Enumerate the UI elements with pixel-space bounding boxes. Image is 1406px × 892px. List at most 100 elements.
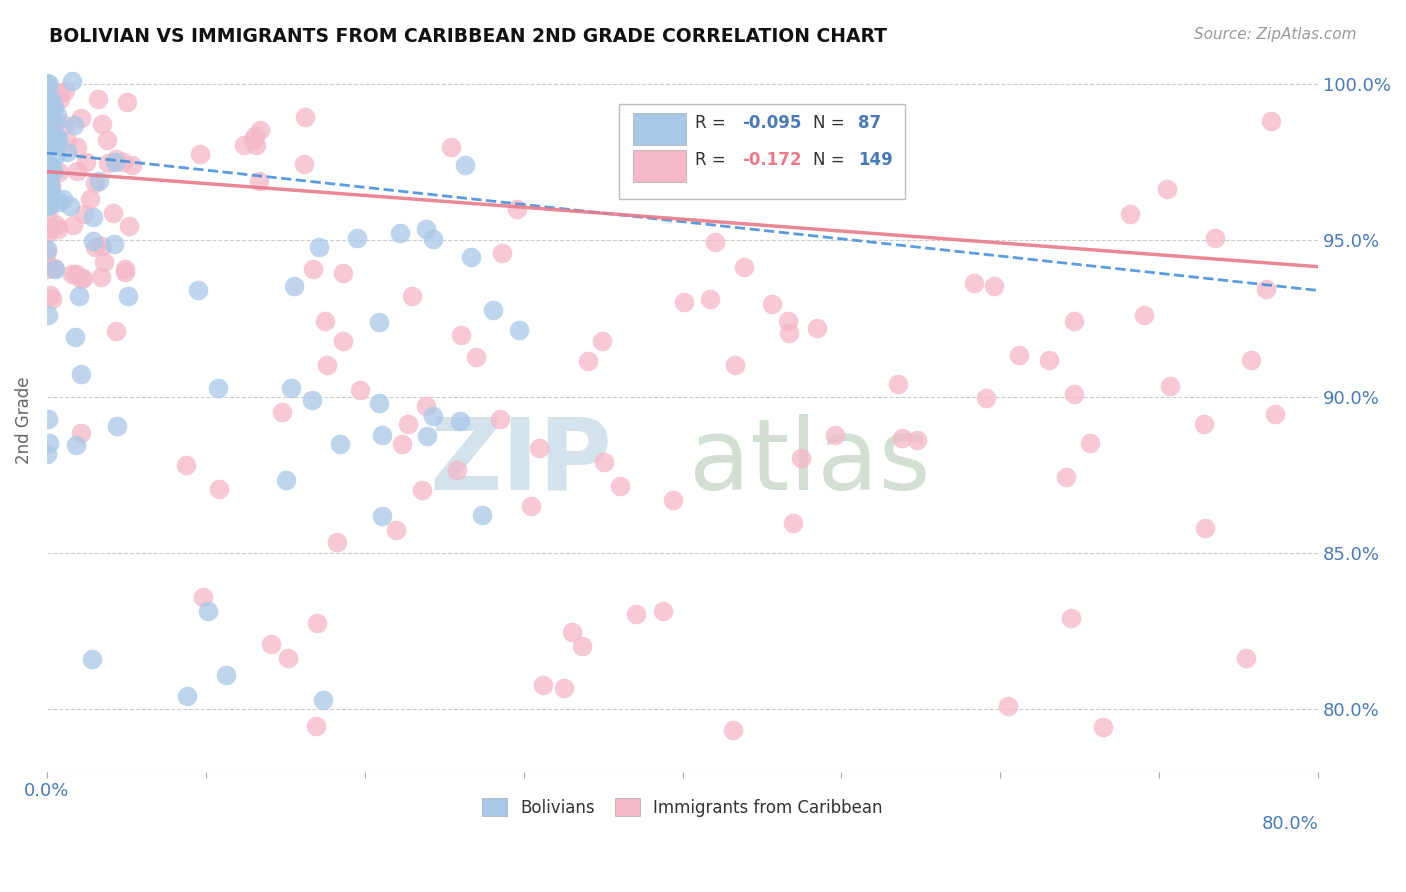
- Point: [84, 240, 107, 254]
- Point: [389, 226, 412, 240]
- Point: [39, 186, 62, 200]
- Point: [531, 678, 554, 692]
- Point: [80, 652, 103, 666]
- Point: [48, 195, 70, 210]
- Point: [37, 76, 59, 90]
- Point: [39, 125, 62, 139]
- Y-axis label: 2nd Grade: 2nd Grade: [15, 376, 32, 464]
- Point: [733, 260, 755, 275]
- Point: [450, 328, 472, 343]
- Point: [294, 110, 316, 124]
- Point: [662, 492, 685, 507]
- Point: [1204, 231, 1226, 245]
- Point: [176, 458, 198, 473]
- Point: [1234, 651, 1257, 665]
- Point: [778, 326, 800, 341]
- Point: [346, 231, 368, 245]
- Point: [91, 116, 114, 130]
- Point: [39, 288, 62, 302]
- Point: [471, 508, 494, 523]
- Point: [233, 138, 256, 153]
- Point: [46, 108, 69, 122]
- Point: [53, 119, 76, 133]
- Point: [37, 181, 59, 195]
- Point: [117, 289, 139, 303]
- Point: [1060, 611, 1083, 625]
- Point: [329, 436, 352, 450]
- Point: [104, 325, 127, 339]
- Point: [37, 198, 59, 212]
- Point: [401, 289, 423, 303]
- Point: [465, 350, 488, 364]
- Point: [91, 239, 114, 253]
- Point: [66, 164, 89, 178]
- Point: [277, 650, 299, 665]
- Point: [38, 158, 60, 172]
- Text: R =: R =: [695, 151, 731, 169]
- Point: [72, 271, 94, 285]
- Text: R =: R =: [695, 113, 731, 132]
- Text: 149: 149: [858, 151, 893, 169]
- Point: [1254, 282, 1277, 296]
- Point: [704, 235, 727, 249]
- Point: [37, 197, 59, 211]
- Point: [70, 426, 93, 441]
- Point: [371, 428, 394, 442]
- Point: [280, 381, 302, 395]
- Point: [37, 447, 59, 461]
- Point: [1078, 436, 1101, 450]
- Point: [42, 135, 65, 149]
- Point: [93, 255, 115, 269]
- Text: N =: N =: [814, 113, 851, 132]
- Point: [249, 123, 271, 137]
- Point: [87, 174, 110, 188]
- Point: [176, 689, 198, 703]
- Point: [39, 182, 62, 196]
- Point: [1054, 470, 1077, 484]
- Point: [56, 145, 79, 159]
- Point: [96, 133, 118, 147]
- Point: [39, 167, 62, 181]
- Point: [46, 222, 69, 236]
- Point: [35, 242, 58, 256]
- Point: [824, 427, 846, 442]
- Point: [673, 295, 696, 310]
- Point: [422, 409, 444, 424]
- Point: [46, 132, 69, 146]
- Point: [325, 535, 347, 549]
- Point: [1159, 378, 1181, 392]
- Point: [292, 157, 315, 171]
- Point: [65, 438, 87, 452]
- Point: [38, 77, 60, 91]
- Point: [571, 639, 593, 653]
- Point: [491, 246, 513, 260]
- Point: [42, 101, 65, 115]
- Point: [529, 441, 551, 455]
- Point: [460, 250, 482, 264]
- Point: [42, 165, 65, 179]
- Point: [37, 107, 59, 121]
- Point: [1133, 309, 1156, 323]
- Point: [63, 119, 86, 133]
- Point: [87, 91, 110, 105]
- Point: [45, 130, 67, 145]
- Point: [62, 218, 84, 232]
- Point: [415, 399, 437, 413]
- Point: [35, 256, 58, 270]
- Point: [305, 719, 328, 733]
- Point: [115, 95, 138, 109]
- Point: [69, 111, 91, 125]
- Point: [49, 86, 72, 100]
- Point: [1264, 407, 1286, 421]
- Point: [411, 483, 433, 497]
- Point: [215, 667, 238, 681]
- Point: [37, 164, 59, 178]
- Point: [114, 264, 136, 278]
- Point: [1008, 347, 1031, 361]
- Point: [561, 624, 583, 639]
- Point: [314, 314, 336, 328]
- Point: [520, 500, 543, 514]
- Point: [247, 174, 270, 188]
- Point: [37, 94, 59, 108]
- Point: [70, 367, 93, 381]
